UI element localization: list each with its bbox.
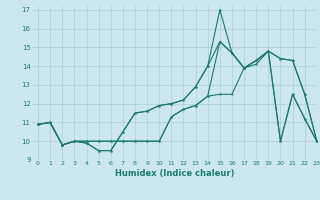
X-axis label: Humidex (Indice chaleur): Humidex (Indice chaleur) bbox=[115, 169, 234, 178]
